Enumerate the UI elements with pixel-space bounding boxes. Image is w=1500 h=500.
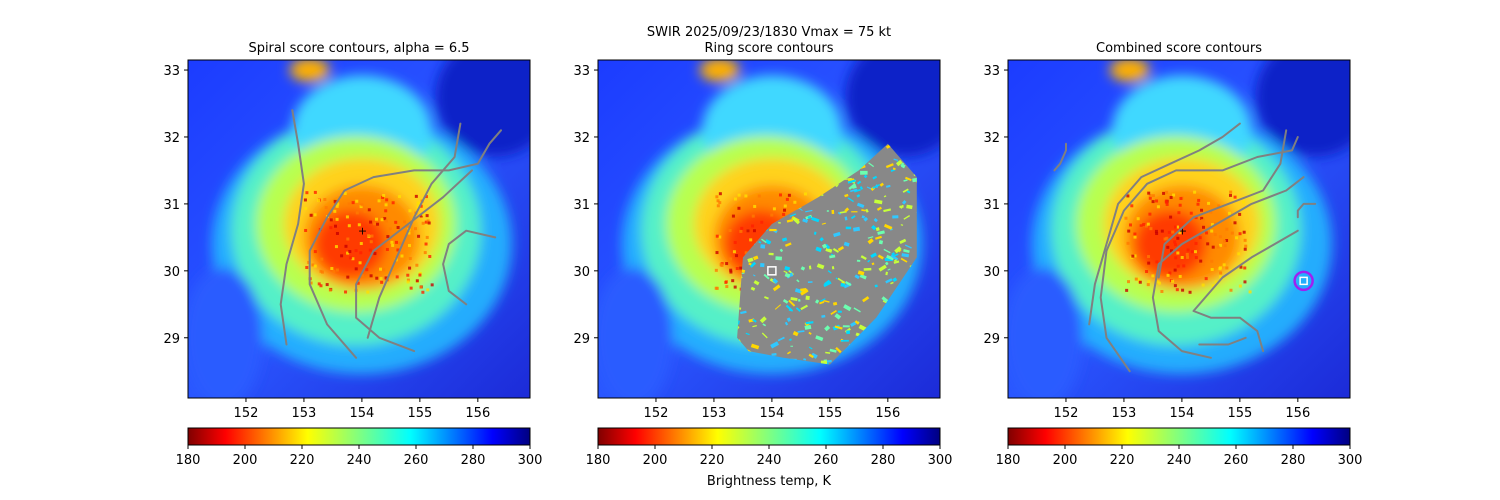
x-tick-label: 153 (702, 406, 727, 421)
storm-center-marker: + (1178, 225, 1187, 238)
x-tick-label: 152 (644, 406, 669, 421)
colorbar-tick-label: 240 (757, 453, 782, 468)
x-tick-label: 155 (407, 406, 432, 421)
colorbar-tick-label: 300 (928, 453, 953, 468)
panel-title: Ring score contours (704, 41, 833, 56)
x-tick-label: 152 (1054, 406, 1079, 421)
y-tick-label: 30 (163, 265, 180, 280)
storm-center-square (767, 266, 777, 276)
y-tick-label: 33 (573, 64, 590, 79)
y-tick-label: 30 (573, 265, 590, 280)
contour-line (1296, 202, 1317, 219)
colorbar-tick-label: 240 (347, 453, 372, 468)
colorbar-tick-label: 200 (233, 453, 258, 468)
x-tick-label: 155 (817, 406, 842, 421)
axes-frame (1007, 59, 1351, 399)
x-tick-label: 153 (292, 406, 317, 421)
ir-image (598, 60, 940, 398)
y-tick-label: 31 (573, 198, 590, 213)
contour-line (1151, 176, 1305, 359)
contour-line (442, 229, 497, 306)
y-tick-label: 32 (983, 131, 1000, 146)
colorbar-tick-label: 180 (176, 453, 201, 468)
combined-center-square (1299, 276, 1308, 286)
y-tick-label: 29 (163, 332, 180, 347)
contour-line (1198, 336, 1247, 346)
colorbar (597, 427, 941, 446)
contour-line (355, 169, 473, 353)
colorbar-tick-label: 260 (1224, 453, 1249, 468)
panel-3: Combined score contours +152 153 154 155 156 2… (983, 41, 1363, 468)
ir-image: + (1008, 60, 1350, 398)
colorbar-tick-label: 200 (1053, 453, 1078, 468)
storm-center-marker: + (358, 225, 367, 238)
colorbar-tick-label: 280 (461, 453, 486, 468)
colorbar-tick-label: 180 (996, 453, 1021, 468)
colorbar-tick-label: 220 (290, 453, 315, 468)
y-tick-label: 31 (163, 198, 180, 213)
colorbar-tick-label: 300 (1338, 453, 1363, 468)
y-tick-label: 33 (983, 64, 1000, 79)
panel-title: Combined score contours (1096, 41, 1262, 56)
contour-line (1157, 129, 1288, 279)
y-tick-label: 32 (573, 131, 590, 146)
y-tick-label: 32 (163, 131, 180, 146)
figure-suptitle: SWIR 2025/09/23/1830 Vmax = 75 kt (647, 25, 891, 40)
x-tick-label: 154 (1169, 406, 1194, 421)
colorbar-tick-label: 280 (871, 453, 896, 468)
contour-line (1053, 142, 1067, 172)
x-tick-label: 156 (1285, 406, 1310, 421)
colorbar-tick-label: 220 (1110, 453, 1135, 468)
axes-frame (187, 59, 531, 399)
x-tick-label: 155 (1227, 406, 1252, 421)
ir-image: + (188, 60, 530, 398)
x-tick-label: 154 (759, 406, 784, 421)
y-tick-label: 29 (573, 332, 590, 347)
panel-1: Spiral score contours, alpha = 6.5 +152 15… (163, 41, 543, 468)
colorbar (1007, 427, 1351, 446)
contour-line (279, 109, 305, 346)
colorbar-tick-label: 240 (1167, 453, 1192, 468)
colorbar-label: Brightness temp, K (707, 474, 832, 489)
x-tick-label: 152 (234, 406, 259, 421)
x-tick-label: 156 (875, 406, 900, 421)
x-tick-label: 156 (465, 406, 490, 421)
contour-line (366, 122, 462, 339)
colorbar-tick-label: 260 (404, 453, 429, 468)
panel-title: Spiral score contours, alpha = 6.5 (248, 41, 469, 56)
colorbar-tick-label: 180 (586, 453, 611, 468)
colorbar-tick-label: 300 (518, 453, 543, 468)
contour-line (308, 129, 502, 359)
colorbar-tick-label: 200 (643, 453, 668, 468)
colorbar-tick-label: 280 (1281, 453, 1306, 468)
contour-line (1099, 136, 1299, 373)
y-tick-label: 31 (983, 198, 1000, 213)
combined-center-circle (1293, 270, 1314, 292)
panel-2: Ring score contours 152 153 154 155 156 29 30 31… (573, 41, 953, 468)
axes-frame (597, 59, 941, 399)
colorbar-tick-label: 220 (700, 453, 725, 468)
y-tick-label: 29 (983, 332, 1000, 347)
y-tick-label: 30 (983, 265, 1000, 280)
y-tick-label: 33 (163, 64, 180, 79)
x-tick-label: 153 (1112, 406, 1137, 421)
contour-line (1088, 122, 1241, 326)
colorbar (187, 427, 531, 446)
contour-line (1192, 229, 1299, 353)
x-tick-label: 154 (349, 406, 374, 421)
colorbar-tick-label: 260 (814, 453, 839, 468)
